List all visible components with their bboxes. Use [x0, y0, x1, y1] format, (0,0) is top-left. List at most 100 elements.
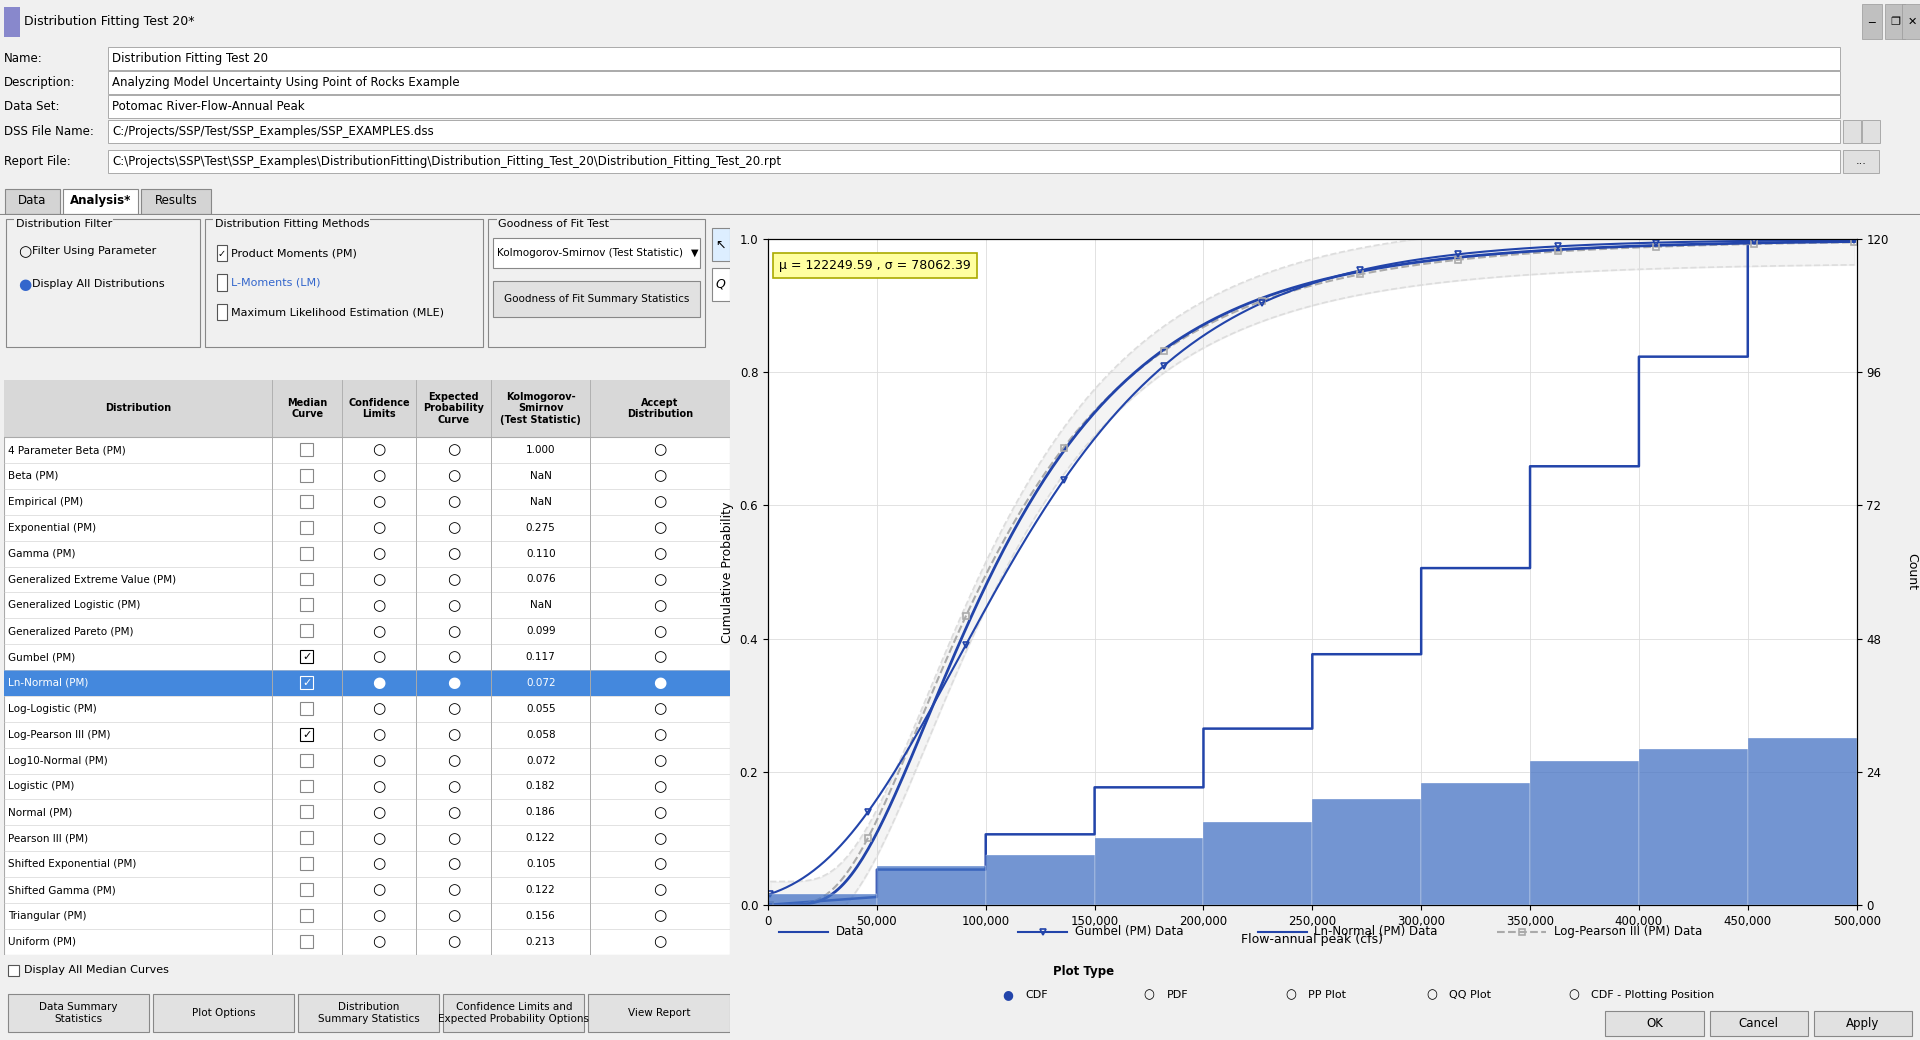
Text: Apply: Apply	[1847, 1017, 1880, 1030]
Text: ○: ○	[447, 908, 461, 924]
Data	[1519, 562, 1542, 574]
Text: Plot Type: Plot Type	[1054, 965, 1114, 978]
Bar	[300, 909, 313, 921]
Bar	[300, 831, 313, 844]
Bar	[108, 120, 1839, 142]
Bar	[300, 676, 313, 688]
Bar	[588, 994, 730, 1032]
Text: Report File:: Report File:	[4, 155, 71, 167]
Text: Empirical (PM): Empirical (PM)	[8, 497, 83, 506]
Text: Distribution Fitting Test 20*: Distribution Fitting Test 20*	[23, 16, 194, 28]
Text: ✓: ✓	[301, 730, 311, 739]
Text: Distribution Filter: Distribution Filter	[15, 218, 111, 229]
Text: ○: ○	[447, 624, 461, 639]
Text: ○: ○	[447, 468, 461, 484]
Bar	[1094, 838, 1204, 905]
Text: Analyzing Model Uncertainty Using Point of Rocks Example: Analyzing Model Uncertainty Using Point …	[111, 76, 459, 89]
Text: ○: ○	[1144, 988, 1154, 1002]
Text: ✓: ✓	[301, 652, 311, 662]
Text: ○: ○	[372, 650, 386, 665]
Text: Log-Pearson III (PM): Log-Pearson III (PM)	[8, 730, 109, 739]
Text: CDF: CDF	[1025, 990, 1048, 999]
Text: Accept
Distribution: Accept Distribution	[628, 397, 693, 419]
Text: ○: ○	[653, 650, 666, 665]
Bar	[300, 572, 313, 586]
Text: OK: OK	[1645, 1017, 1663, 1030]
Bar	[205, 218, 484, 346]
Text: ●: ●	[653, 675, 666, 691]
Text: 0.105: 0.105	[526, 859, 555, 869]
Text: Generalized Extreme Value (PM): Generalized Extreme Value (PM)	[8, 574, 177, 584]
Text: 0.110: 0.110	[526, 548, 555, 558]
Bar	[712, 268, 730, 301]
Text: ○: ○	[653, 443, 666, 458]
Bar	[108, 71, 1839, 94]
Text: 0.275: 0.275	[526, 523, 555, 532]
Text: ○: ○	[447, 857, 461, 872]
Text: Exponential (PM): Exponential (PM)	[8, 523, 96, 532]
Gumbel (PM) Data	[1440, 249, 1463, 261]
Text: Beta (PM): Beta (PM)	[8, 471, 58, 480]
Text: 0.182: 0.182	[526, 781, 555, 791]
Y-axis label: Cumulative Probability: Cumulative Probability	[722, 501, 733, 643]
Log-Pearson III (PM) Data	[1548, 245, 1571, 258]
Text: Kolmogorov-
Smirnov
(Test Statistic): Kolmogorov- Smirnov (Test Statistic)	[501, 392, 582, 425]
Data	[1409, 562, 1432, 574]
Text: Gumbel (PM) Data: Gumbel (PM) Data	[1075, 926, 1183, 938]
Text: ○: ○	[372, 934, 386, 950]
Text: Q: Q	[716, 278, 726, 291]
Text: ↖: ↖	[716, 238, 726, 252]
Log-Pearson III (PM) Data	[758, 899, 781, 911]
Text: ─: ─	[1868, 17, 1876, 27]
Text: 0.213: 0.213	[526, 937, 555, 946]
Log-Pearson III (PM) Data	[1112, 376, 1135, 389]
Text: Pearson III (PM): Pearson III (PM)	[8, 833, 88, 843]
Text: Goodness of Fit Summary Statistics: Goodness of Fit Summary Statistics	[503, 294, 689, 304]
Text: ✓: ✓	[301, 678, 311, 688]
Text: Gumbel (PM): Gumbel (PM)	[8, 652, 75, 662]
Data	[1083, 828, 1106, 840]
X-axis label: Flow-annual peak (cfs): Flow-annual peak (cfs)	[1242, 933, 1382, 946]
Text: ○: ○	[653, 857, 666, 872]
Text: ▼: ▼	[691, 249, 699, 258]
Data	[1519, 460, 1542, 472]
Log-Pearson III (PM) Data	[1440, 254, 1463, 266]
Text: Maximum Likelihood Estimation (MLE): Maximum Likelihood Estimation (MLE)	[230, 307, 444, 317]
Text: ○: ○	[1427, 988, 1438, 1002]
Bar	[4, 670, 730, 696]
Text: ○: ○	[372, 779, 386, 794]
Bar	[300, 547, 313, 560]
Bar	[300, 728, 313, 740]
Text: μ = 122249.59 , σ = 78062.39: μ = 122249.59 , σ = 78062.39	[780, 259, 972, 272]
Text: 0.055: 0.055	[526, 704, 555, 713]
Text: Cancel: Cancel	[1740, 1017, 1778, 1030]
Gumbel (PM) Data	[1548, 240, 1571, 253]
Text: ○: ○	[447, 779, 461, 794]
Line: Log-Pearson III (PM) Data: Log-Pearson III (PM) Data	[770, 242, 1855, 905]
Bar	[1313, 800, 1421, 905]
Text: ○: ○	[447, 934, 461, 950]
Bar	[6, 218, 200, 346]
Log-Pearson III (PM) Data	[1188, 322, 1212, 335]
Bar	[877, 866, 985, 905]
Bar	[6, 189, 60, 214]
Text: Logistic (PM): Logistic (PM)	[8, 781, 75, 791]
Bar	[217, 304, 227, 320]
Text: CDF - Plotting Position: CDF - Plotting Position	[1592, 990, 1715, 999]
Text: NaN: NaN	[530, 471, 551, 480]
Text: ○: ○	[653, 701, 666, 717]
Text: ○: ○	[447, 701, 461, 717]
Text: Data Set:: Data Set:	[4, 100, 60, 113]
Text: Log-Pearson III (PM) Data: Log-Pearson III (PM) Data	[1553, 926, 1703, 938]
Text: C:\Projects\SSP\Test\SSP_Examples\DistributionFitting\Distribution_Fitting_Test_: C:\Projects\SSP\Test\SSP_Examples\Distri…	[111, 155, 781, 167]
Text: 4 Parameter Beta (PM): 4 Parameter Beta (PM)	[8, 445, 125, 456]
Text: Analysis*: Analysis*	[69, 194, 131, 207]
Text: Plot Options: Plot Options	[192, 1008, 255, 1018]
Bar	[1421, 783, 1530, 905]
Bar	[1605, 1011, 1703, 1036]
Text: ○: ○	[1284, 988, 1296, 1002]
Text: 0.156: 0.156	[526, 911, 555, 920]
Bar	[8, 994, 150, 1032]
Text: ○: ○	[372, 701, 386, 717]
Bar	[768, 893, 877, 905]
